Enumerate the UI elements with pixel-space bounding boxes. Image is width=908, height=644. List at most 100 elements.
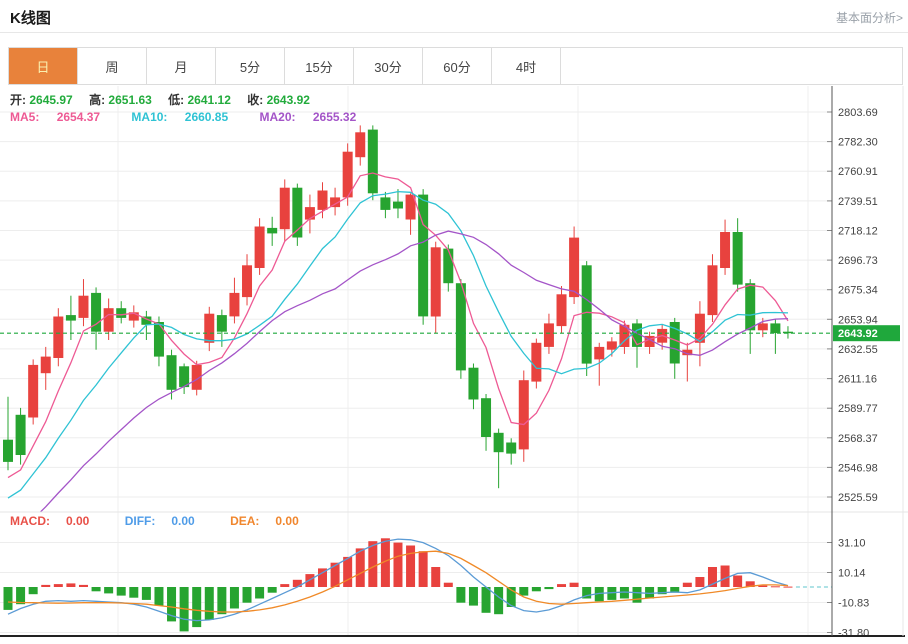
candle-body [330,197,341,208]
macd-bar [682,582,692,587]
fundamental-analysis-link[interactable]: 基本面分析> [835,11,903,25]
macd-bar [594,587,604,602]
macd-bar [494,587,504,615]
candles-layer [3,125,793,489]
candle-body [242,265,253,298]
candle-body [481,398,492,437]
candle-body [569,237,580,298]
macd-bar [305,574,315,587]
macd-bar [418,551,428,587]
ma20-readout: MA20: 2655.32 [259,110,357,124]
candle-body [405,194,416,220]
candle-body [632,323,642,347]
diff-value: DIFF: 0.00 [124,514,195,528]
macd-bar [192,587,202,628]
macd-bar [406,545,416,587]
candle-body [493,432,504,453]
candle-body [166,355,177,390]
tab-week[interactable]: 周 [78,48,147,84]
candle-body [355,132,366,158]
tab-30min[interactable]: 30分 [354,48,423,84]
candle-body [443,248,454,284]
macd-bar [53,584,63,587]
chart-svg: 2803.69 2782.30 2760.91 2739.51 2718.12 2696.… [0,86,908,640]
ohlc-readout: 开: 2645.97 高: 2651.63 低: 2641.12 收: 2643… [10,91,323,108]
candle-body [556,294,567,327]
macd-bar [758,585,768,587]
macd-bar [431,567,441,587]
macd-bar [632,587,642,603]
candle-body [116,308,127,318]
candle-body [40,356,51,374]
macd-bar [380,538,390,587]
tab-5min[interactable]: 5分 [216,48,285,84]
macd-bar [41,584,51,587]
candle-body [267,227,278,234]
macd-bar [468,587,478,606]
candle-body [128,312,139,321]
ma5-readout: MA5: 2654.37 [10,110,101,124]
candle-body [254,226,265,268]
candle-body [141,316,152,325]
candle-body [531,342,542,382]
candle-body [455,283,466,371]
candle-body [430,247,441,317]
tab-month[interactable]: 月 [147,48,216,84]
macd-bar [619,587,629,599]
candle-body [782,331,793,334]
price-axis-label: 2739.51 [838,196,878,208]
macd-bar [267,587,277,593]
candle-body [78,295,89,318]
tab-60min[interactable]: 60分 [423,48,492,84]
macd-bar [229,587,239,609]
candle-body [581,265,592,364]
ma20-line [39,230,789,512]
macd-bar [242,587,252,603]
candle-body [304,207,315,220]
candle-body [770,323,781,334]
candle-body [380,197,391,210]
macd-bar [116,587,126,596]
candle-body [720,232,731,268]
price-axis-label: 2653.94 [838,314,878,326]
macd-readout: MACD: 0.00 DIFF: 0.00 DEA: 0.00 [10,514,331,528]
candle-body [594,346,605,360]
macd-bar [770,586,780,588]
high-value: 2651.63 [108,93,152,107]
candle-body [279,187,290,230]
page-header: K线图 基本面分析> [0,0,908,33]
price-axis-label: 2803.69 [838,107,878,119]
candle-body [367,129,378,194]
tab-day[interactable]: 日 [9,48,78,84]
macd-bar [154,587,164,606]
candle-body [418,194,429,317]
price-axis-label: 2718.12 [838,226,878,238]
candle-body [103,308,114,332]
tab-15min[interactable]: 15分 [285,48,354,84]
price-axis-label: 2589.77 [838,403,878,415]
candle-body [606,341,617,350]
macd-axis-label: 31.10 [838,538,866,550]
macd-bar [695,577,705,587]
macd-bar [318,568,327,587]
tab-4hour[interactable]: 4时 [492,48,561,84]
macd-bar [204,587,214,620]
macd-bar [141,587,151,600]
ma5-line [7,172,789,479]
close-label: 收: [247,93,264,107]
macd-axis-label: -31.80 [838,628,869,640]
candle-body [518,380,529,450]
ma10-readout: MA10: 2660.85 [131,110,229,124]
macd-bar [582,587,592,599]
candle-body [506,442,517,454]
macd-bar [720,565,730,587]
candle-body [682,349,693,356]
macd-bar [368,541,378,587]
open-value: 2645.97 [29,93,73,107]
candle-body [619,324,630,347]
price-axis-label: 2696.73 [838,255,878,267]
macd-bar [16,587,26,605]
page-title: K线图 [10,10,51,27]
macd-bar [544,587,554,590]
macd-bar [443,582,453,587]
